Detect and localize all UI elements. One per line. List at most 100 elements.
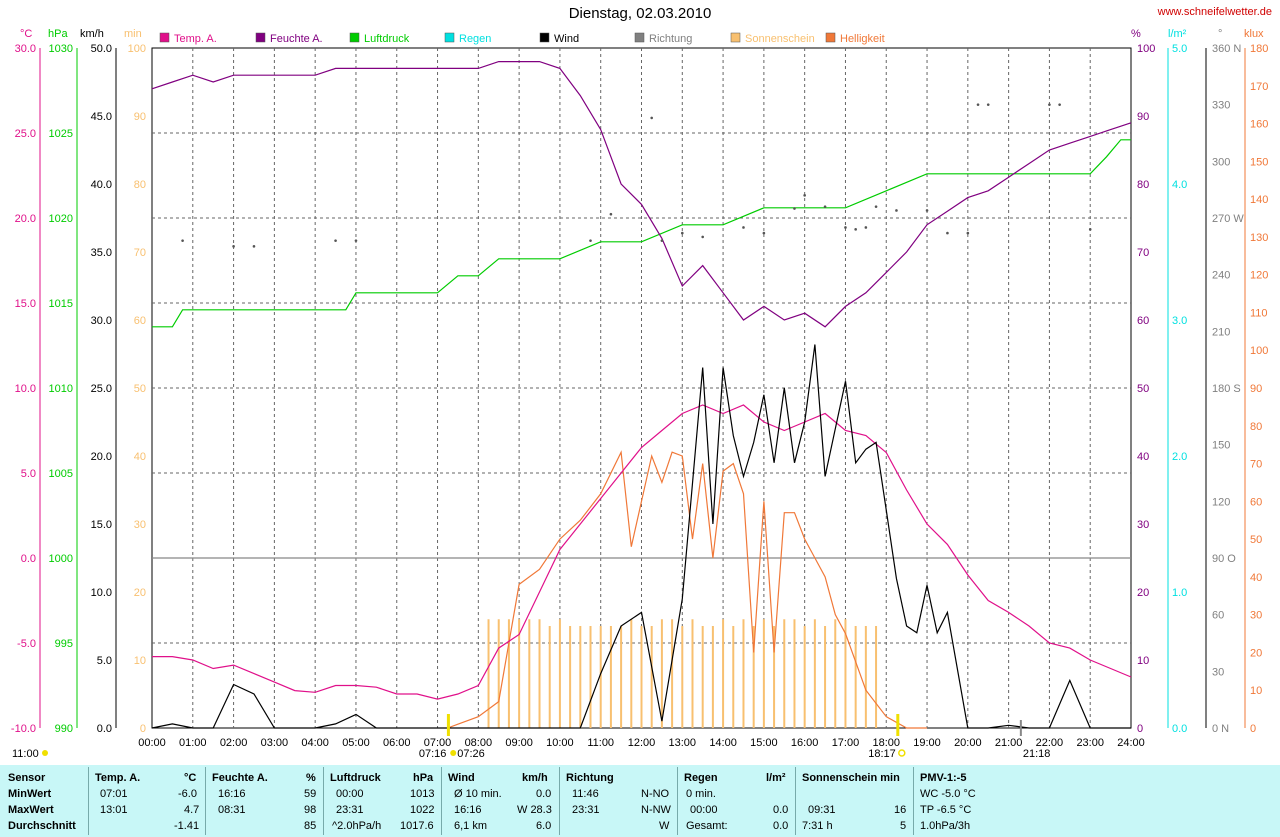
stats-cell: 7:31 h: [802, 820, 833, 832]
x-tick-label: 05:00: [342, 737, 370, 749]
direction-dot: [895, 209, 898, 212]
direction-axis-tick-label: 300: [1212, 156, 1230, 168]
stats-header-rain: Regen: [684, 772, 718, 784]
humidity-axis-tick-label: 20: [1137, 587, 1149, 599]
x-tick-label: 23:00: [1076, 737, 1104, 749]
x-tick-label: 11:00: [587, 737, 614, 749]
legend-label-direction: Richtung: [649, 33, 692, 45]
sunshine-axis-tick-label: 20: [134, 587, 146, 599]
temp-axis-tick-label: 0.0: [21, 553, 36, 565]
stats-cell: 0.0: [536, 788, 552, 800]
direction-dot: [854, 228, 857, 231]
brightness-axis-tick-label: 50: [1250, 534, 1262, 546]
legend-swatch-wind: [539, 32, 550, 43]
legend-label-humidity: Feuchte A.: [270, 33, 323, 45]
site-url[interactable]: www.schneifelwetter.de: [1157, 6, 1272, 18]
stats-cell: -6.0: [178, 788, 197, 800]
stats-cell: 59: [304, 788, 317, 800]
x-tick-label: 21:00: [995, 737, 1023, 749]
brightness-axis-tick-label: 110: [1250, 307, 1268, 319]
wind-axis-tick-label: 5.0: [97, 655, 112, 667]
stats-header-temp-unit: °C: [184, 772, 197, 784]
pressure-axis-tick-label: 1025: [49, 128, 73, 140]
rain-axis-tick-label: 4.0: [1172, 179, 1187, 191]
wind-line: [151, 344, 1131, 729]
brightness-axis-tick-label: 180: [1250, 43, 1268, 55]
x-tick-label: 06:00: [383, 737, 411, 749]
brightness-axis-tick-label: 70: [1250, 459, 1262, 471]
x-tick-label: 24:00: [1117, 737, 1145, 749]
direction-dot: [925, 209, 929, 212]
stats-cell: 1.0hPa/3h: [920, 820, 971, 832]
stats-header-pmv: PMV-1:-5: [920, 772, 967, 784]
stats-panel: Sensor Temp. A. °C Feuchte A. % Luftdruc…: [0, 765, 1280, 837]
rain-axis-unit: l/m²: [1168, 28, 1187, 40]
direction-dot: [976, 103, 980, 106]
direction-dot: [986, 103, 990, 106]
direction-dot: [874, 205, 878, 208]
direction-axis-tick-label: 0 N: [1212, 723, 1229, 735]
brightness-axis-tick-label: 130: [1250, 232, 1268, 244]
rain-axis-tick-label: 3.0: [1172, 315, 1187, 327]
stats-separator: [795, 767, 796, 835]
humidity-axis-tick-label: 30: [1137, 519, 1149, 531]
pressure-axis-unit: hPa: [48, 28, 68, 40]
direction-dot: [966, 231, 970, 235]
legend-swatch-rain: [444, 32, 455, 43]
sunshine-axis-tick-label: 30: [134, 519, 146, 531]
stats-cell: TP -6.5 °C: [920, 804, 972, 816]
stats-header-sensor: Sensor: [8, 772, 46, 784]
direction-axis-tick-label: 330: [1212, 100, 1230, 112]
pressure-axis-tick-label: 990: [55, 723, 73, 735]
stats-cell: 16:16: [454, 804, 482, 816]
direction-axis-tick-label: 150: [1212, 440, 1230, 452]
stats-cell: ^2.0hPa/h: [332, 820, 382, 832]
brightness-axis-tick-label: 90: [1250, 383, 1262, 395]
stats-cell: 16: [894, 804, 907, 816]
direction-dot: [1058, 103, 1061, 106]
pressure-axis-tick-label: 995: [55, 638, 73, 650]
stats-header-wind: Wind: [448, 772, 475, 784]
rain-axis-tick-label: 5.0: [1172, 43, 1187, 55]
brightness-axis-tick-label: 120: [1250, 270, 1268, 282]
brightness-axis-tick-label: 170: [1250, 81, 1268, 93]
stats-cell: 16:16: [218, 788, 246, 800]
legend-label-temp: Temp. A.: [174, 33, 217, 45]
direction-axis-tick-label: 60: [1212, 610, 1224, 622]
pressure-line: [152, 139, 1131, 328]
x-tick-label: 22:00: [1036, 737, 1064, 749]
x-tick-label: 18:00: [872, 737, 900, 749]
stats-header-rain-unit: l/m²: [766, 772, 786, 784]
direction-axis-tick-label: 240: [1212, 270, 1230, 282]
moonrise-time: 07:26: [457, 748, 485, 760]
legend-swatch-temp: [159, 32, 170, 43]
stats-header-humidity: Feuchte A.: [212, 772, 268, 784]
wind-axis-tick-label: 0.0: [97, 723, 112, 735]
x-tick-label: 17:00: [832, 737, 860, 749]
x-tick-label: 01:00: [179, 737, 207, 749]
temp-line: [152, 404, 1132, 700]
temp-axis-tick-label: 30.0: [15, 43, 36, 55]
stats-header-sunshine: Sonnenschein min: [802, 772, 900, 784]
legend-swatch-pressure: [349, 32, 360, 43]
direction-axis-tick-label: 210: [1212, 326, 1230, 338]
sunshine-axis-tick-label: 70: [134, 247, 146, 259]
x-tick-label: 14:00: [709, 737, 737, 749]
stats-cell: 08:31: [218, 804, 246, 816]
stats-cell: 0.0: [773, 804, 789, 816]
temp-axis-unit: °C: [20, 28, 32, 40]
temp-axis-tick-label: 15.0: [15, 298, 36, 310]
chart-title: Dienstag, 02.03.2010: [568, 5, 712, 22]
stats-cell: 07:01: [100, 788, 128, 800]
sunshine-axis-tick-label: 10: [134, 655, 146, 667]
rain-axis-tick-label: 1.0: [1172, 587, 1187, 599]
stats-cell: W 28.3: [517, 804, 552, 816]
wind-axis-tick-label: 40.0: [91, 179, 112, 191]
stats-cell: 11:46: [572, 788, 599, 800]
x-tick-label: 19:00: [913, 737, 941, 749]
stats-header-humidity-unit: %: [306, 772, 316, 784]
brightness-axis-tick-label: 20: [1250, 647, 1262, 659]
wind-axis-tick-label: 50.0: [91, 43, 112, 55]
direction-dot: [844, 226, 847, 229]
humidity-axis-tick-label: 90: [1137, 111, 1149, 123]
